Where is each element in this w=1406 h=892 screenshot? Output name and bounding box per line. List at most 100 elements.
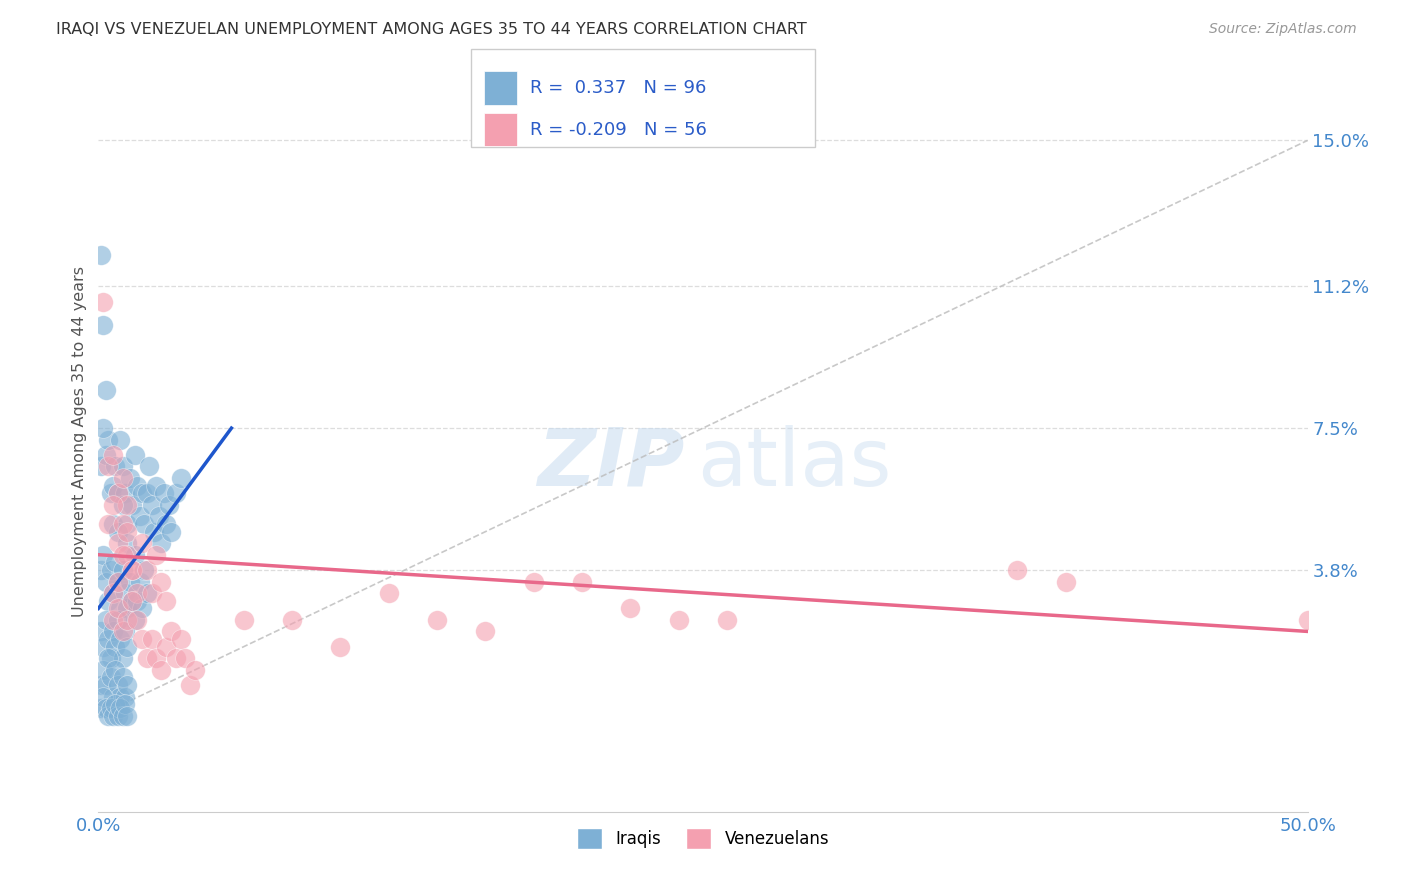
Point — [127, 593, 149, 607]
Point — [107, 613, 129, 627]
Point — [100, 701, 122, 715]
Point — [121, 563, 143, 577]
Point — [101, 586, 124, 600]
Text: R =  0.337   N = 96: R = 0.337 N = 96 — [530, 79, 706, 97]
Point — [108, 690, 131, 704]
Point — [141, 586, 163, 600]
Text: ZIP: ZIP — [537, 425, 685, 503]
Point — [90, 701, 112, 715]
Point — [150, 663, 173, 677]
Point — [135, 651, 157, 665]
Point — [138, 459, 160, 474]
Point — [104, 698, 127, 712]
Y-axis label: Unemployment Among Ages 35 to 44 years: Unemployment Among Ages 35 to 44 years — [72, 266, 87, 617]
Point — [619, 601, 641, 615]
Point — [117, 498, 139, 512]
Point — [668, 613, 690, 627]
Point — [94, 574, 117, 589]
Point — [155, 516, 177, 531]
Text: IRAQI VS VENEZUELAN UNEMPLOYMENT AMONG AGES 35 TO 44 YEARS CORRELATION CHART: IRAQI VS VENEZUELAN UNEMPLOYMENT AMONG A… — [56, 22, 807, 37]
Point — [111, 708, 134, 723]
Point — [152, 486, 174, 500]
Point — [100, 563, 122, 577]
Point — [135, 586, 157, 600]
Point — [145, 548, 167, 562]
Point — [101, 498, 124, 512]
Point — [145, 478, 167, 492]
Point — [108, 632, 131, 646]
Point — [117, 524, 139, 539]
Point — [143, 524, 166, 539]
Point — [90, 459, 112, 474]
Point — [155, 640, 177, 654]
Point — [111, 563, 134, 577]
Point — [104, 640, 127, 654]
Point — [169, 471, 191, 485]
Point — [107, 678, 129, 692]
Point — [107, 574, 129, 589]
Point — [117, 613, 139, 627]
Point — [101, 516, 124, 531]
Point — [107, 524, 129, 539]
Point — [97, 593, 120, 607]
Point — [90, 678, 112, 692]
Point — [108, 701, 131, 715]
Point — [165, 486, 187, 500]
Point — [523, 574, 546, 589]
Point — [104, 663, 127, 677]
Point — [114, 624, 136, 639]
Point — [117, 601, 139, 615]
Point — [97, 516, 120, 531]
Text: Source: ZipAtlas.com: Source: ZipAtlas.com — [1209, 22, 1357, 37]
Point — [127, 613, 149, 627]
Point — [94, 678, 117, 692]
Point — [91, 548, 114, 562]
Point — [101, 613, 124, 627]
Point — [128, 509, 150, 524]
Point — [117, 640, 139, 654]
Point — [91, 318, 114, 332]
Point — [94, 448, 117, 462]
Point — [111, 471, 134, 485]
Point — [100, 670, 122, 684]
Point — [135, 563, 157, 577]
Point — [716, 613, 738, 627]
Point — [124, 548, 146, 562]
Point — [114, 698, 136, 712]
Point — [145, 651, 167, 665]
Point — [100, 651, 122, 665]
Point — [377, 586, 399, 600]
Point — [108, 601, 131, 615]
Point — [111, 516, 134, 531]
Point — [101, 448, 124, 462]
Point — [131, 601, 153, 615]
Point — [107, 708, 129, 723]
Point — [101, 708, 124, 723]
Point — [111, 624, 134, 639]
Point — [329, 640, 352, 654]
Point — [131, 632, 153, 646]
Point — [117, 548, 139, 562]
Point — [118, 471, 141, 485]
Point — [124, 448, 146, 462]
Point — [101, 690, 124, 704]
Point — [107, 601, 129, 615]
Point — [107, 486, 129, 500]
Point — [111, 548, 134, 562]
Point — [101, 478, 124, 492]
Point — [91, 640, 114, 654]
Point — [91, 421, 114, 435]
Point — [91, 294, 114, 309]
Point — [131, 536, 153, 550]
Text: R = -0.209   N = 56: R = -0.209 N = 56 — [530, 120, 707, 138]
Point — [124, 613, 146, 627]
Point — [141, 498, 163, 512]
Point — [127, 586, 149, 600]
Point — [174, 651, 197, 665]
Text: atlas: atlas — [697, 425, 891, 503]
Point — [90, 563, 112, 577]
Point — [232, 613, 254, 627]
Point — [101, 586, 124, 600]
Point — [111, 670, 134, 684]
Point — [117, 516, 139, 531]
